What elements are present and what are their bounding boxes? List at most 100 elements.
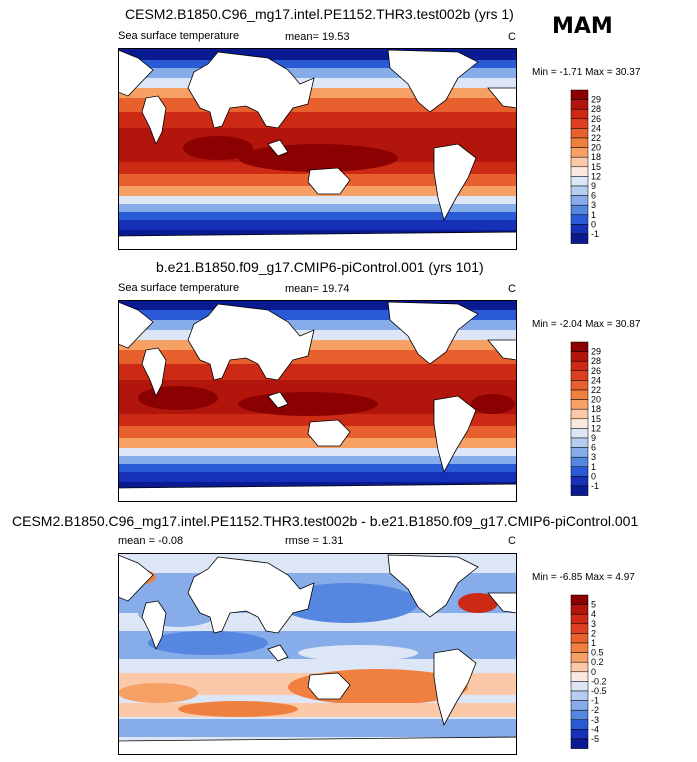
colorbar-tick-label: 9 bbox=[591, 433, 596, 443]
colorbar-tick-label: 24 bbox=[591, 123, 601, 133]
colorbar-tick-label: 22 bbox=[591, 133, 601, 143]
panel-1-map bbox=[118, 48, 517, 250]
colorbar-tick-label: 0.5 bbox=[591, 648, 604, 658]
panel-1-variable: Sea surface temperature bbox=[118, 30, 240, 42]
season-label: MAM bbox=[552, 14, 613, 39]
colorbar-tick-label: 3 bbox=[591, 452, 596, 462]
colorbar-box bbox=[570, 476, 589, 487]
colorbar-box bbox=[570, 594, 589, 605]
colorbar-tick-label: 29 bbox=[591, 95, 601, 105]
colorbar-box bbox=[570, 623, 589, 634]
colorbar-box bbox=[570, 380, 589, 391]
colorbar-box bbox=[570, 360, 589, 372]
colorbar-box bbox=[570, 128, 589, 139]
colorbar-tick-label: -0.5 bbox=[591, 686, 607, 696]
colorbar-tick-label: 3 bbox=[591, 200, 596, 210]
colorbar-tick-label: -5 bbox=[591, 734, 599, 744]
colorbar-box bbox=[570, 738, 589, 749]
colorbar-box bbox=[570, 233, 589, 244]
colorbar-tick-label: -1 bbox=[591, 229, 599, 239]
colorbar-box bbox=[570, 204, 589, 216]
colorbar-tick-label: 24 bbox=[591, 375, 601, 385]
colorbar-tick-label: 15 bbox=[591, 414, 601, 424]
colorbar-box bbox=[570, 224, 589, 235]
colorbar-tick-label: -3 bbox=[591, 715, 599, 725]
colorbar-tick-label: 1 bbox=[591, 210, 596, 220]
colorbar-tick-label: 12 bbox=[591, 171, 601, 181]
panel-1-title: CESM2.B1850.C96_mg17.intel.PE1152.THR3.t… bbox=[125, 6, 514, 22]
colorbar-tick-label: 0 bbox=[591, 471, 596, 481]
colorbar-box bbox=[570, 447, 589, 458]
colorbar-box bbox=[570, 418, 589, 429]
colorbar-box bbox=[570, 118, 589, 129]
colorbar-tick-label: 0 bbox=[591, 219, 596, 229]
colorbar-tick-label: 6 bbox=[591, 191, 596, 201]
colorbar-tick-label: 28 bbox=[591, 356, 601, 366]
colorbar-tick-label: 5 bbox=[591, 600, 596, 610]
colorbar-box bbox=[570, 719, 589, 730]
colorbar-tick-label: 0.2 bbox=[591, 657, 604, 667]
panel-3-mean: mean = -0.08 bbox=[118, 535, 184, 547]
colorbar-tick-label: 20 bbox=[591, 395, 601, 405]
colorbar-tick-label: 26 bbox=[591, 114, 601, 124]
colorbar-box bbox=[570, 341, 589, 352]
panel-1-minmax: Min = -1.71 Max = 30.37 bbox=[532, 67, 641, 78]
panel-3-colorbar-boxes bbox=[570, 594, 589, 749]
colorbar-box bbox=[570, 671, 589, 682]
colorbar-box bbox=[570, 389, 589, 400]
panel-2-title: b.e21.B1850.f09_g17.CMIP6-piControl.001 … bbox=[156, 259, 484, 275]
colorbar-tick-label: 3 bbox=[591, 619, 596, 629]
panel-3-rmse: rmse = 1.31 bbox=[285, 535, 344, 547]
colorbar-box bbox=[570, 195, 589, 206]
colorbar-box bbox=[570, 370, 589, 381]
colorbar-box bbox=[570, 466, 589, 477]
colorbar-tick-label: -1 bbox=[591, 481, 599, 491]
colorbar-tick-label: 29 bbox=[591, 347, 601, 357]
colorbar-box bbox=[570, 166, 589, 177]
colorbar-box bbox=[570, 709, 589, 721]
panel-2-mean: mean= 19.74 bbox=[285, 283, 350, 295]
panel-1-units: C bbox=[508, 31, 516, 43]
colorbar-box bbox=[570, 399, 589, 410]
colorbar-box bbox=[570, 408, 589, 420]
colorbar-tick-label: 22 bbox=[591, 385, 601, 395]
panel-2-variable: Sea surface temperature bbox=[118, 282, 240, 294]
colorbar-tick-label: 18 bbox=[591, 152, 601, 162]
colorbar-tick-label: 2 bbox=[591, 628, 596, 638]
colorbar-box bbox=[570, 437, 589, 448]
panel-2-colorbar-boxes bbox=[570, 341, 589, 496]
colorbar-box bbox=[570, 351, 589, 362]
colorbar-tick-label: -2 bbox=[591, 705, 599, 715]
panel-1-mean: mean= 19.53 bbox=[285, 31, 350, 43]
colorbar-box bbox=[570, 156, 589, 168]
colorbar-box bbox=[570, 185, 589, 196]
colorbar-box bbox=[570, 99, 589, 110]
colorbar-tick-label: 1 bbox=[591, 638, 596, 648]
panel-2-units: C bbox=[508, 283, 516, 295]
colorbar-tick-label: 4 bbox=[591, 609, 596, 619]
colorbar-box bbox=[570, 456, 589, 468]
colorbar-box bbox=[570, 137, 589, 148]
colorbar-box bbox=[570, 176, 589, 187]
colorbar-box bbox=[570, 700, 589, 711]
colorbar-tick-label: -0.2 bbox=[591, 676, 607, 686]
panel-3-map bbox=[118, 553, 517, 755]
colorbar-tick-label: -1 bbox=[591, 696, 599, 706]
colorbar-tick-label: 0 bbox=[591, 667, 596, 677]
panel-3-units: C bbox=[508, 535, 516, 547]
colorbar-box bbox=[570, 604, 589, 615]
colorbar-tick-label: 6 bbox=[591, 443, 596, 453]
colorbar-box bbox=[570, 690, 589, 701]
colorbar-box bbox=[570, 613, 589, 625]
colorbar-tick-label: 12 bbox=[591, 423, 601, 433]
colorbar-box bbox=[570, 729, 589, 740]
panel-3-title: CESM2.B1850.C96_mg17.intel.PE1152.THR3.t… bbox=[12, 513, 639, 529]
colorbar-tick-label: 18 bbox=[591, 404, 601, 414]
colorbar-box bbox=[570, 681, 589, 692]
colorbar-box bbox=[570, 652, 589, 663]
colorbar-box bbox=[570, 485, 589, 496]
colorbar-tick-label: 1 bbox=[591, 462, 596, 472]
